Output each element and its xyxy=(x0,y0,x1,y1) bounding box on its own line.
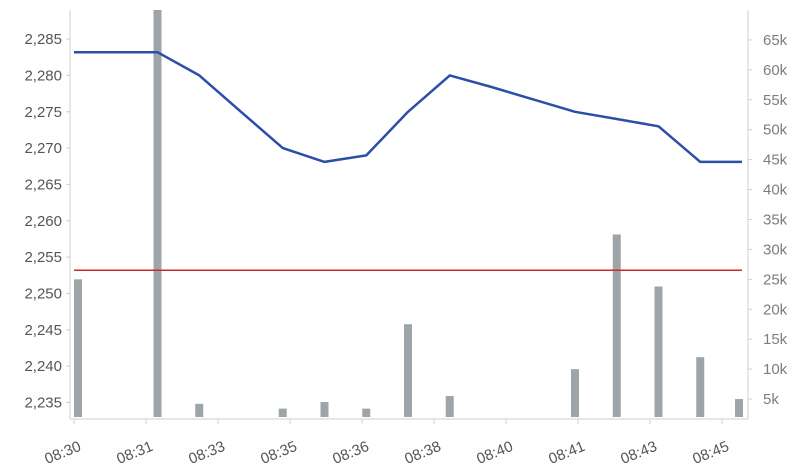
volume-tick-label: 5k xyxy=(763,391,779,408)
volume-bar xyxy=(696,357,704,417)
price-tick-label: 2,240 xyxy=(24,358,62,375)
price-tick-label: 2,285 xyxy=(24,31,62,48)
time-tick-label: 08:36 xyxy=(330,438,371,466)
volume-bar xyxy=(613,234,621,417)
time-tick-label: 08:35 xyxy=(258,438,299,466)
time-tick-label: 08:41 xyxy=(546,438,587,466)
volume-tick-label: 35k xyxy=(763,211,788,228)
time-tick-label: 08:31 xyxy=(114,438,155,466)
volume-bar xyxy=(446,396,454,417)
volume-bar xyxy=(404,324,412,417)
time-tick-label: 08:30 xyxy=(42,438,83,466)
volume-bar xyxy=(74,279,82,417)
volume-tick-label: 65k xyxy=(763,32,788,49)
volume-tick-label: 50k xyxy=(763,122,788,139)
volume-tick-label: 15k xyxy=(763,331,788,348)
time-tick-label: 08:38 xyxy=(402,438,443,466)
price-tick-label: 2,280 xyxy=(24,67,62,84)
price-tick-label: 2,235 xyxy=(24,394,62,411)
time-tick-label: 08:45 xyxy=(690,438,731,466)
volume-bar xyxy=(154,10,162,417)
volume-tick-label: 40k xyxy=(763,182,788,199)
volume-tick-label: 30k xyxy=(763,241,788,258)
volume-tick-label: 10k xyxy=(763,361,788,378)
time-tick-label: 08:43 xyxy=(618,438,659,466)
volume-tick-label: 60k xyxy=(763,62,788,79)
volume-bar xyxy=(571,369,579,417)
volume-bar xyxy=(655,287,663,417)
time-tick-label: 08:40 xyxy=(474,438,515,466)
price-tick-label: 2,255 xyxy=(24,249,62,266)
volume-bar xyxy=(735,399,743,417)
price-line xyxy=(74,52,742,162)
price-tick-label: 2,270 xyxy=(24,140,62,157)
volume-bar xyxy=(362,409,370,417)
volume-tick-label: 20k xyxy=(763,301,788,318)
price-tick-label: 2,245 xyxy=(24,322,62,339)
volume-tick-label: 25k xyxy=(763,271,788,288)
price-tick-label: 2,275 xyxy=(24,104,62,121)
price-tick-label: 2,265 xyxy=(24,176,62,193)
volume-tick-label: 55k xyxy=(763,92,788,109)
volume-bar xyxy=(195,404,203,417)
volume-tick-label: 45k xyxy=(763,152,788,169)
price-tick-label: 2,260 xyxy=(24,213,62,230)
volume-bar xyxy=(321,402,329,417)
price-tick-label: 2,250 xyxy=(24,285,62,302)
volume-bar xyxy=(279,409,287,417)
time-tick-label: 08:33 xyxy=(186,438,227,466)
